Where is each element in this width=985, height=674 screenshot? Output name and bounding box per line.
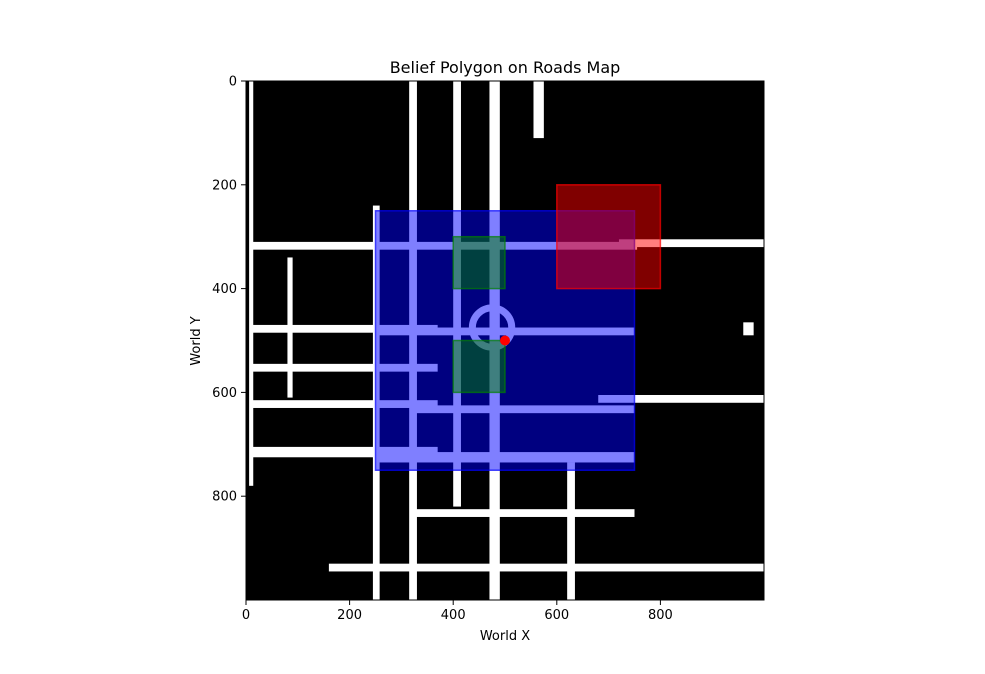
x-tick-label: 200 — [337, 608, 362, 623]
overlay-polygon-3 — [452, 235, 506, 290]
x-tick-label: 400 — [441, 608, 466, 623]
x-axis: 0 200 400 600 800 — [242, 600, 673, 623]
road-segment — [618, 239, 764, 248]
y-tick-label: 0 — [229, 75, 237, 90]
map-image — [246, 81, 764, 600]
y-tick-label: 600 — [212, 386, 237, 401]
road-segment — [411, 509, 635, 517]
road-segment — [567, 462, 575, 600]
x-tick-label: 800 — [648, 608, 673, 623]
y-tick-label: 400 — [212, 282, 237, 297]
plot-frame — [245, 80, 765, 601]
road-segment — [743, 322, 754, 336]
y-axis-label: World Y — [189, 316, 204, 365]
overlay-polygon-4 — [452, 339, 506, 394]
y-tick-label: 200 — [212, 178, 237, 193]
road-segment — [251, 446, 438, 458]
road-segment — [251, 363, 438, 372]
y-tick-label: 800 — [212, 490, 237, 505]
overlay-polygon-2 — [556, 184, 662, 290]
plot-area — [245, 80, 765, 601]
road-segment — [598, 394, 764, 403]
data-point — [500, 335, 510, 346]
road-segment — [251, 324, 438, 333]
x-axis-label: World X — [480, 629, 530, 644]
road-segment — [251, 400, 438, 408]
y-axis: 0 200 400 600 800 — [212, 75, 246, 505]
road-segment — [287, 257, 293, 398]
road-segment — [328, 563, 764, 572]
road-segment — [249, 81, 254, 486]
x-tick-label: 0 — [242, 608, 250, 623]
x-tick-label: 600 — [544, 608, 569, 623]
chart-title: Belief Polygon on Roads Map — [390, 58, 621, 77]
road-segment — [533, 81, 544, 139]
road-segment — [251, 241, 376, 250]
